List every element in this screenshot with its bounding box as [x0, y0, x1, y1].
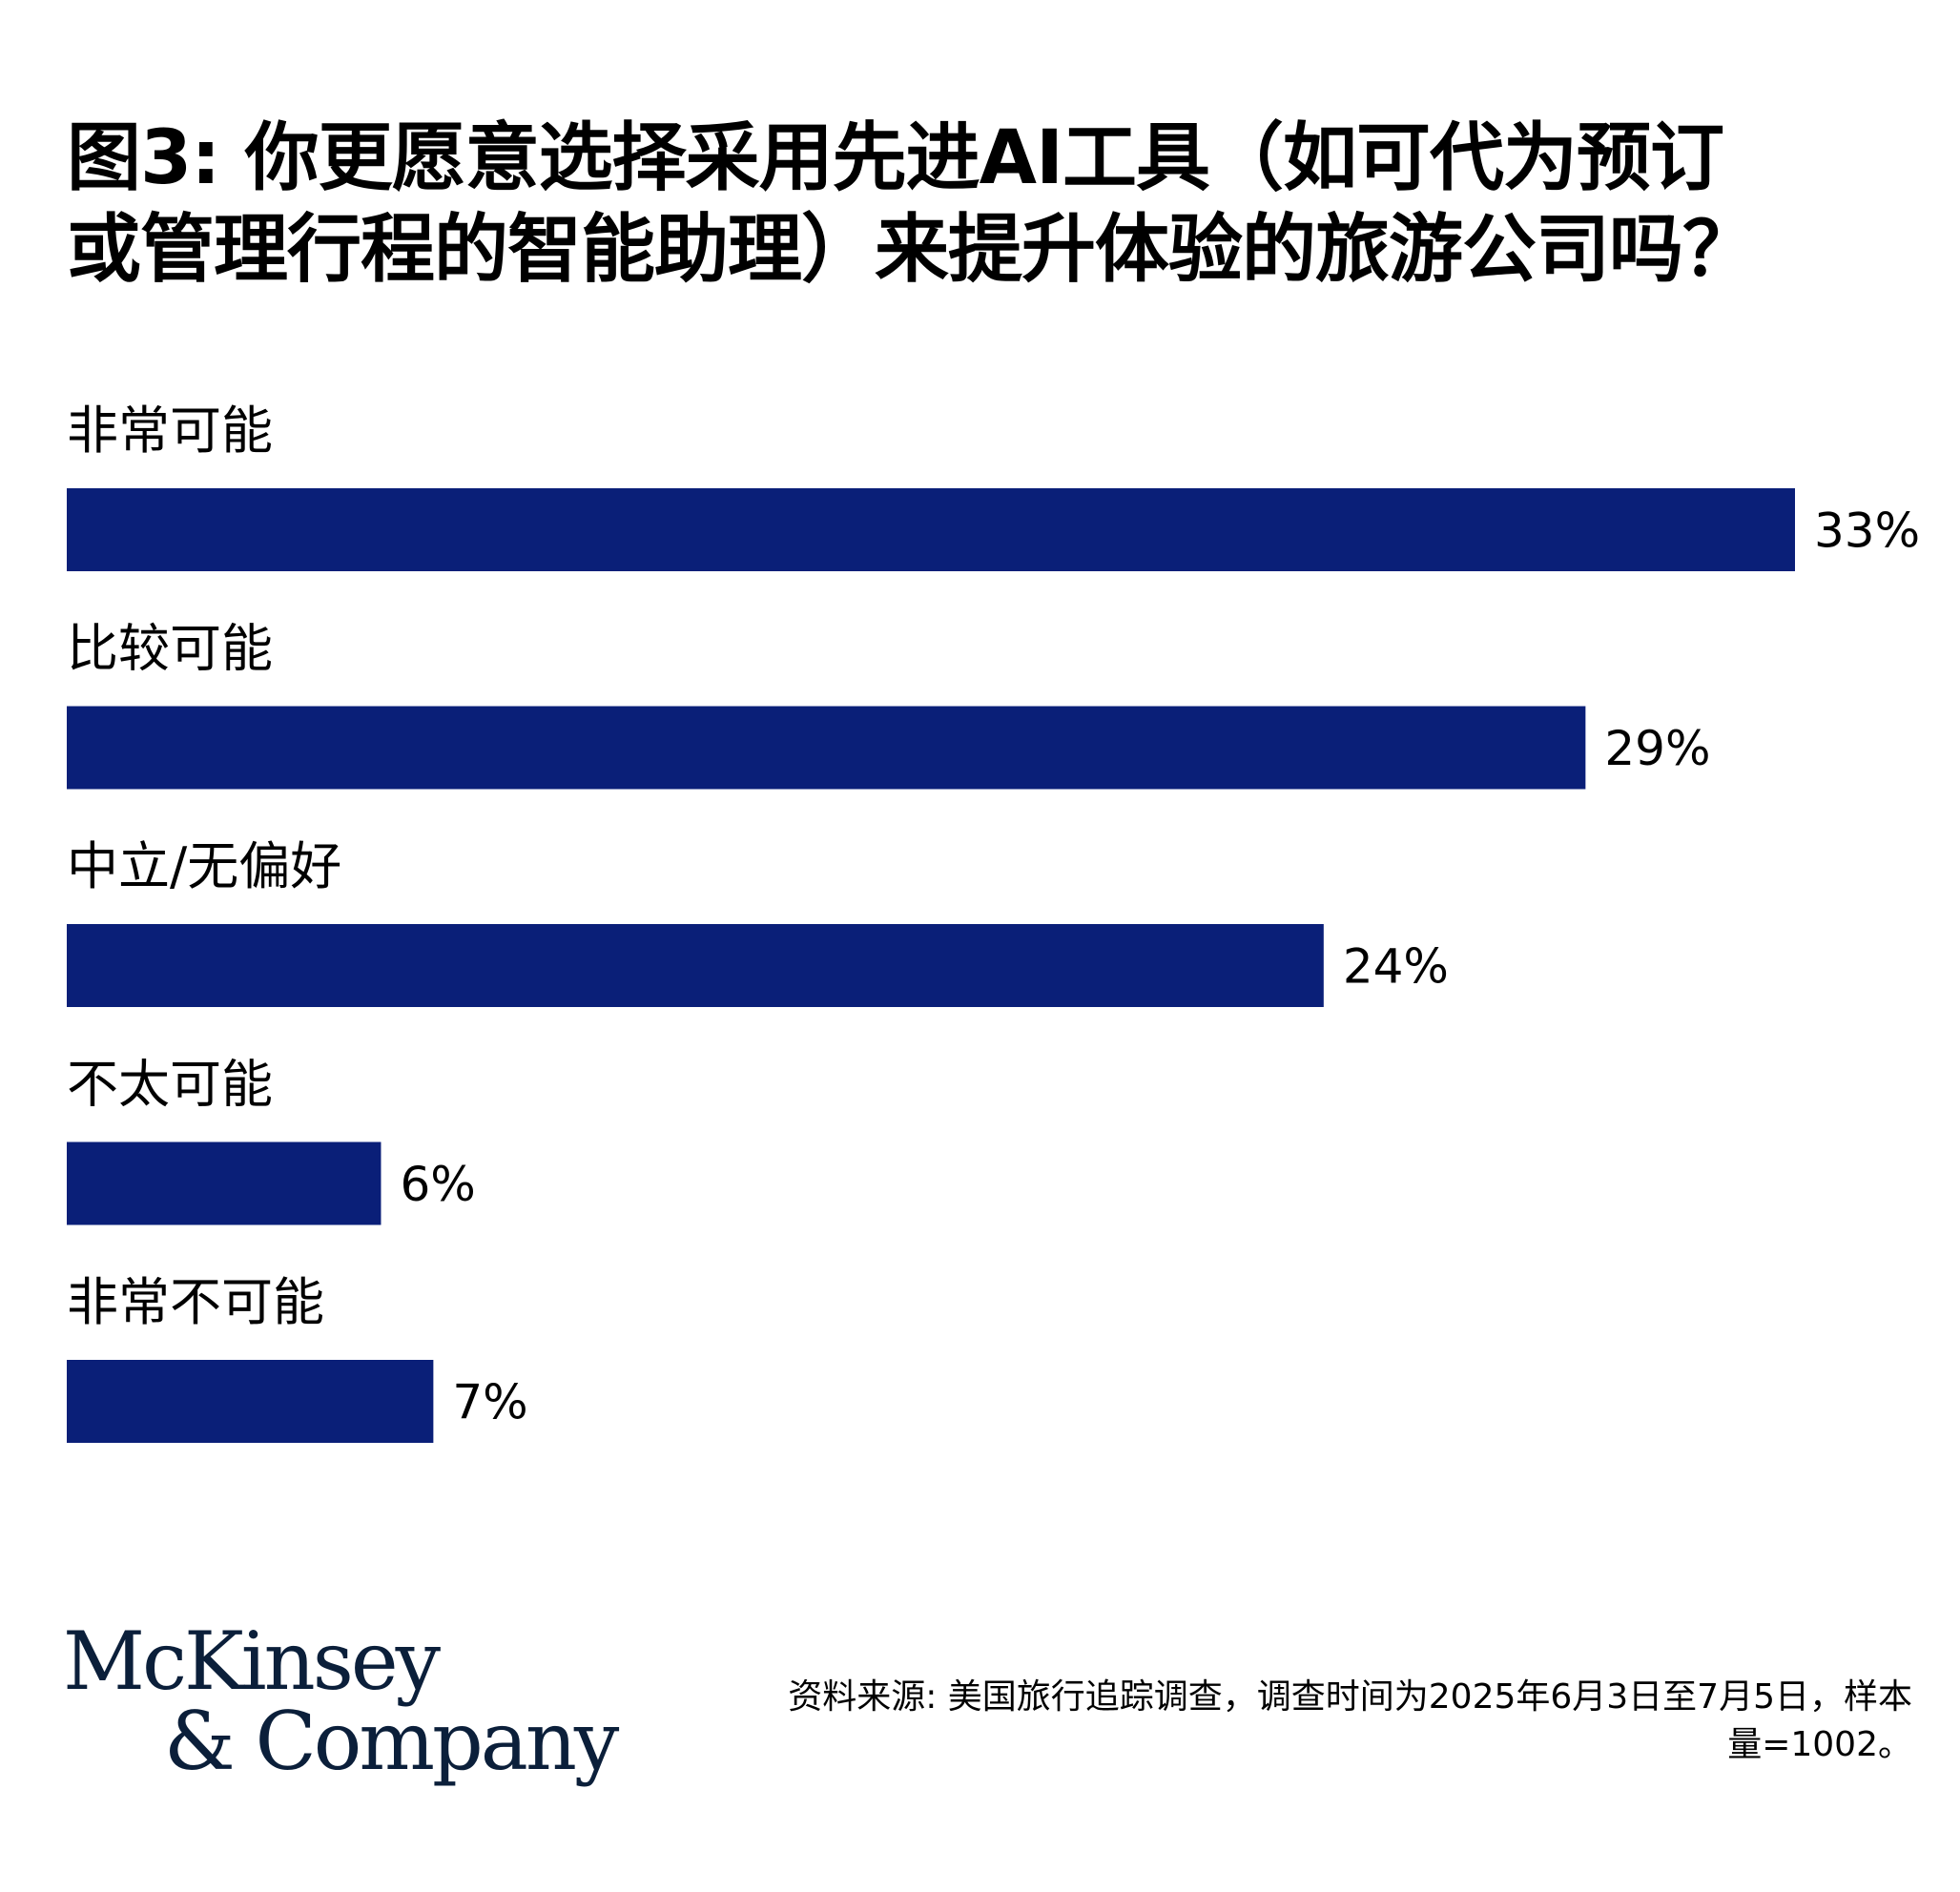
mckinsey-logo: McKinsey & Company	[63, 1614, 619, 1788]
bar	[67, 1360, 434, 1443]
value-label: 7%	[452, 1375, 527, 1430]
bar-chart: 非常可能 33% 比较可能 29% 中立/无偏好 24% 不太可能 6% 非常不可能 7%	[67, 401, 1920, 1443]
bar	[67, 924, 1324, 1007]
logo-line-1: McKinsey	[63, 1614, 441, 1708]
bar	[67, 706, 1586, 790]
source-line-2: 量=1002。	[1727, 1725, 1912, 1764]
bar	[67, 1141, 382, 1225]
chart-title-line-1: 图3: 你更愿意选择采用先进AI工具（如可代为预订	[67, 115, 1724, 201]
value-label: 6%	[400, 1157, 475, 1212]
category-label: 比较可能	[67, 619, 273, 679]
chart-title-line-2: 或管理行程的智能助理）来提升体验的旅游公司吗？	[67, 207, 1757, 293]
logo-line-2: & Company	[164, 1695, 619, 1788]
category-label: 非常不可能	[67, 1272, 324, 1332]
value-label: 29%	[1604, 721, 1710, 776]
chart-title: 图3: 你更愿意选择采用先进AI工具（如可代为预订 或管理行程的智能助理）来提升…	[67, 113, 1917, 296]
category-label: 非常可能	[67, 401, 273, 461]
value-label: 24%	[1343, 939, 1449, 995]
source-note: 资料来源: 美国旅行追踪调查，调查时间为2025年6月3日至7月5日，样本 量=…	[606, 1674, 1912, 1769]
source-line-1: 资料来源: 美国旅行追踪调查，调查时间为2025年6月3日至7月5日，样本	[788, 1677, 1912, 1717]
category-label: 中立/无偏好	[67, 836, 341, 896]
category-label: 不太可能	[67, 1055, 273, 1115]
value-label: 33%	[1814, 504, 1920, 559]
bar	[67, 488, 1795, 571]
